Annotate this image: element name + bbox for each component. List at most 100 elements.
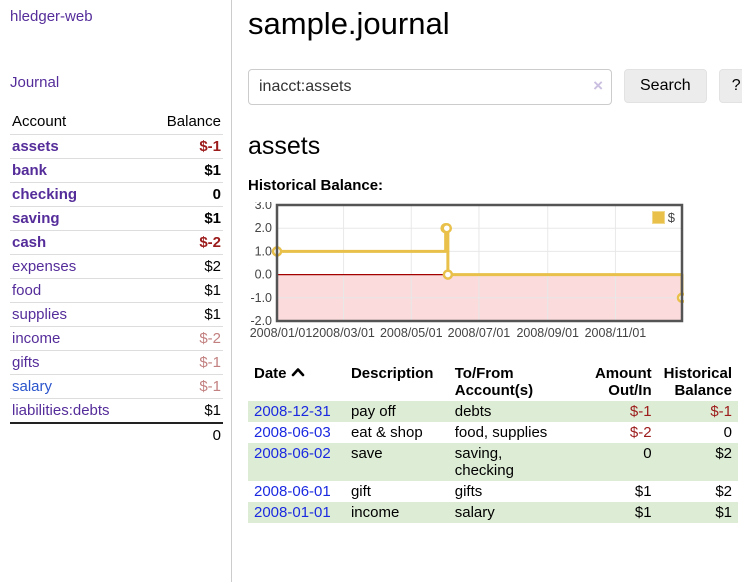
transaction-amount: 0 [643, 445, 652, 462]
account-link-gifts[interactable]: gifts [12, 354, 40, 371]
account-row-liabilities-debts: liabilities:debts $1 [10, 398, 223, 423]
transaction-accounts: saving, checking [454, 445, 514, 479]
transaction-description: save [350, 445, 383, 462]
account-balance: $-2 [145, 326, 223, 351]
accounts-header-row: Account Balance [10, 111, 223, 135]
account-balance: $-2 [145, 230, 223, 255]
account-link-food[interactable]: food [12, 282, 42, 299]
account-row-bank: bank $1 [10, 158, 223, 183]
transaction-date-link[interactable]: 2008-06-02 [254, 445, 331, 462]
account-balance: $-1 [145, 134, 223, 159]
account-balance: $1 [145, 278, 223, 303]
account-link-supplies[interactable]: supplies [12, 306, 68, 323]
account-row-cash: cash $-2 [10, 230, 223, 255]
transaction-description: pay off [350, 403, 396, 420]
transaction-balance: $1 [715, 504, 732, 521]
account-balance: $1 [145, 302, 223, 327]
historical-balance-chart: 3.0 2.0 1.0 0.0 -1.0 -2.0 2008/01/01 2008/03/01… [248, 198, 688, 348]
account-row-food: food $1 [10, 278, 223, 303]
svg-text:2008/05/01: 2008/05/01 [380, 326, 443, 340]
svg-text:2008/07/01: 2008/07/01 [448, 326, 511, 340]
legend-label: $ [667, 210, 675, 225]
sidebar-item-journal[interactable]: Journal [10, 74, 60, 91]
legend-swatch-icon [651, 211, 665, 224]
search-help-button[interactable]: ? [718, 69, 742, 103]
svg-text:2008/03/01: 2008/03/01 [312, 326, 375, 340]
transaction-amount: $1 [634, 504, 652, 521]
transaction-balance: $-1 [710, 403, 732, 420]
transaction-date-link[interactable]: 2008-06-03 [254, 424, 331, 441]
accounts-total-value: 0 [145, 422, 223, 447]
transaction-accounts: gifts [454, 483, 483, 500]
transaction-date-link[interactable]: 2008-06-01 [254, 483, 331, 500]
register-row: 2008-06-02 save saving, checking 0 $2 [248, 443, 738, 481]
svg-text:-2.0: -2.0 [250, 314, 272, 328]
transaction-accounts: debts [454, 403, 492, 420]
transaction-amount: $-1 [629, 403, 652, 420]
register-row: 2008-06-03 eat & shop food, supplies $-2… [248, 422, 738, 443]
register-row: 2008-06-01 gift gifts $1 $2 [248, 481, 738, 502]
transaction-description: gift [350, 483, 371, 500]
transaction-balance: 0 [723, 424, 732, 441]
account-link-salary[interactable]: salary [12, 378, 53, 395]
main-content: sample.journal × Search ? assets Histori… [232, 0, 742, 582]
svg-text:0.0: 0.0 [255, 268, 272, 282]
transaction-date-link[interactable]: 2008-12-31 [254, 403, 331, 420]
account-balance: $-1 [145, 374, 223, 399]
account-link-assets[interactable]: assets [12, 138, 59, 155]
clear-search-icon[interactable]: × [593, 76, 603, 95]
accounts-header-balance: Balance [145, 111, 223, 135]
transaction-amount: $-2 [629, 424, 652, 441]
search-button[interactable]: Search [624, 69, 707, 103]
account-balance: $1 [145, 398, 223, 423]
svg-text:2008/11/01: 2008/11/01 [585, 326, 647, 340]
sort-ascending-icon [291, 368, 304, 377]
app-title-link[interactable]: hledger-web [10, 8, 93, 25]
account-row-salary: salary $-1 [10, 374, 223, 399]
account-link-bank[interactable]: bank [12, 162, 48, 179]
register-row: 2008-12-31 pay off debts $-1 $-1 [248, 401, 738, 422]
search-input[interactable] [248, 69, 612, 105]
transaction-balance: $2 [715, 445, 732, 462]
sidebar: hledger-web Journal Account Balance asse… [0, 0, 232, 582]
svg-text:3.0: 3.0 [255, 202, 272, 212]
svg-text:2.0: 2.0 [255, 221, 272, 235]
account-link-saving[interactable]: saving [12, 210, 60, 227]
register-table: Date Description To/From Account(s) Amou… [248, 363, 738, 523]
svg-text:-1.0: -1.0 [250, 291, 272, 305]
account-link-cash[interactable]: cash [12, 234, 47, 251]
date-header-label: Date [254, 365, 287, 382]
account-row-assets: assets $-1 [10, 134, 223, 159]
account-balance: $2 [145, 254, 223, 279]
register-header-row: Date Description To/From Account(s) Amou… [248, 363, 738, 401]
accounts-table: Account Balance assets $-1 bank $1 check… [10, 111, 223, 447]
svg-text:2008/01/01: 2008/01/01 [250, 326, 313, 340]
chart-heading: Historical Balance: [248, 177, 384, 194]
account-link-income[interactable]: income [12, 330, 61, 347]
account-row-supplies: supplies $1 [10, 302, 223, 327]
accounts-total-row: 0 [10, 422, 223, 447]
account-link-liabilities-debts[interactable]: liabilities:debts [12, 402, 110, 419]
account-balance: $-1 [145, 350, 223, 375]
svg-text:1.0: 1.0 [255, 244, 272, 258]
account-row-gifts: gifts $-1 [10, 350, 223, 375]
register-header-balance: Historical Balance [663, 365, 732, 399]
account-link-checking[interactable]: checking [12, 186, 78, 203]
search-form: × Search ? [248, 69, 742, 105]
account-balance: 0 [145, 182, 223, 207]
transaction-accounts: salary [454, 504, 495, 521]
register-header-date[interactable]: Date [248, 363, 345, 401]
transaction-date-link[interactable]: 2008-01-01 [254, 504, 331, 521]
account-link-expenses[interactable]: expenses [12, 258, 77, 275]
transaction-accounts: food, supplies [454, 424, 548, 441]
page-title: sample.journal [248, 6, 450, 41]
accounts-header-account: Account [10, 111, 146, 135]
search-box: × [248, 69, 612, 105]
account-row-expenses: expenses $2 [10, 254, 223, 279]
account-row-checking: checking 0 [10, 182, 223, 207]
svg-text:2008/09/01: 2008/09/01 [516, 326, 579, 340]
chart-legend: $ [649, 209, 677, 226]
transaction-balance: $2 [715, 483, 732, 500]
transaction-description: income [350, 504, 400, 521]
